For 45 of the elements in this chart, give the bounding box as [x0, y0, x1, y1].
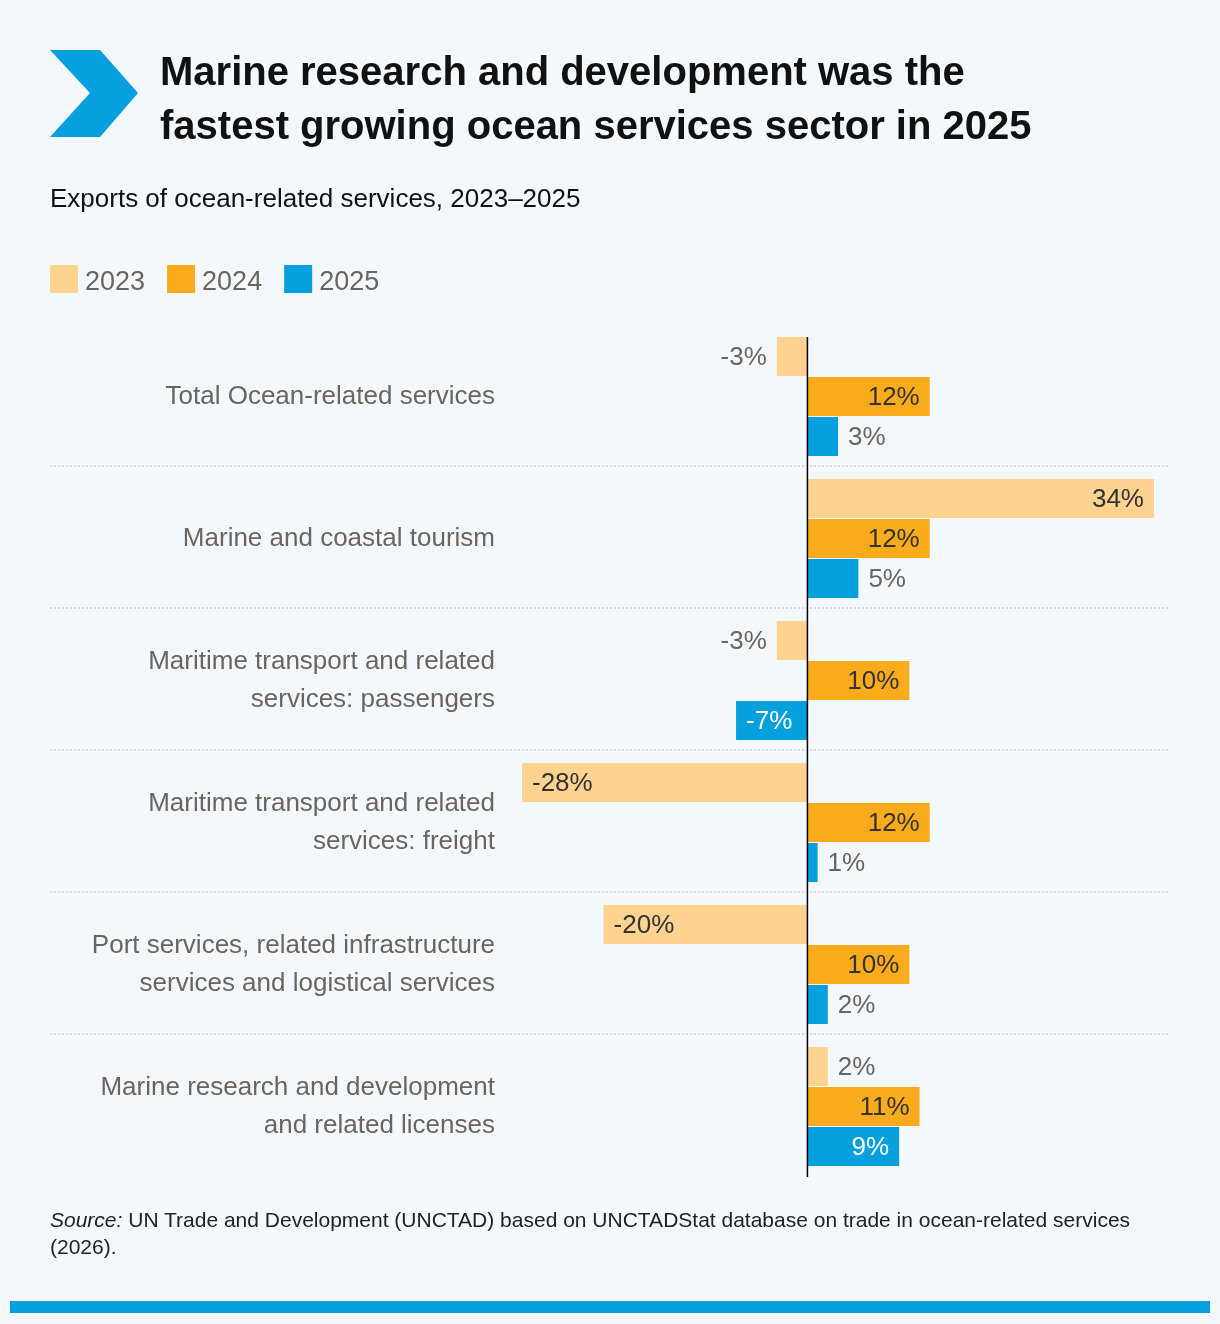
legend-label: 2024	[202, 266, 263, 296]
bar	[807, 519, 930, 558]
chart-title: Marine research and development was the fastest growing ocean services sector in 2025	[160, 49, 1032, 147]
bar	[807, 985, 828, 1024]
data-label: 12%	[867, 806, 920, 837]
y-tick-label: Maritime transport and related services: passengers	[148, 644, 495, 713]
bar	[807, 559, 859, 598]
bar	[807, 1087, 920, 1126]
bar	[807, 377, 930, 416]
source-note: Source: UN Trade and Development (UNCTAD) based on UNCTADStat database on trade in ocean-related services (2026).	[50, 1208, 1131, 1258]
bar	[522, 763, 808, 802]
bar	[807, 803, 930, 842]
bar	[807, 843, 818, 882]
data-label: -28%	[532, 766, 593, 797]
data-label: -3%	[720, 340, 767, 371]
data-label: 3%	[848, 420, 886, 451]
legend-label: 2023	[85, 266, 146, 296]
y-tick-label: Port services, related infrastructure services and logistical services	[91, 928, 495, 997]
bar	[776, 337, 808, 376]
data-label: 11%	[859, 1090, 910, 1121]
bar	[807, 1047, 828, 1086]
data-label: 1%	[827, 846, 866, 877]
y-tick-label: Maritime transport and related services: freight	[148, 786, 496, 855]
data-label: 34%	[1091, 482, 1144, 513]
data-label: 12%	[867, 380, 920, 411]
data-label: -7%	[746, 704, 793, 735]
bar	[603, 905, 808, 944]
data-label: -20%	[613, 908, 675, 939]
bar	[807, 479, 1154, 518]
data-label: 2%	[837, 1050, 876, 1081]
bar	[807, 417, 838, 456]
data-label: 10%	[847, 664, 900, 695]
bar	[776, 621, 808, 660]
y-tick-label: Marine research and development and related licenses	[100, 1070, 496, 1139]
y-tick-label: Total Ocean-related services	[165, 379, 495, 410]
chart-subtitle: Exports of ocean-related services, 2023–2025	[50, 183, 581, 213]
data-label: 10%	[847, 948, 900, 979]
data-label: 9%	[851, 1130, 890, 1161]
data-label: -3%	[720, 624, 767, 655]
bar	[807, 1127, 900, 1166]
data-label: 2%	[837, 988, 876, 1019]
legend-label: 2025	[319, 266, 380, 296]
y-tick-label: Marine and coastal tourism	[182, 521, 495, 552]
data-label: 5%	[868, 562, 906, 593]
data-label: 12%	[867, 522, 920, 553]
